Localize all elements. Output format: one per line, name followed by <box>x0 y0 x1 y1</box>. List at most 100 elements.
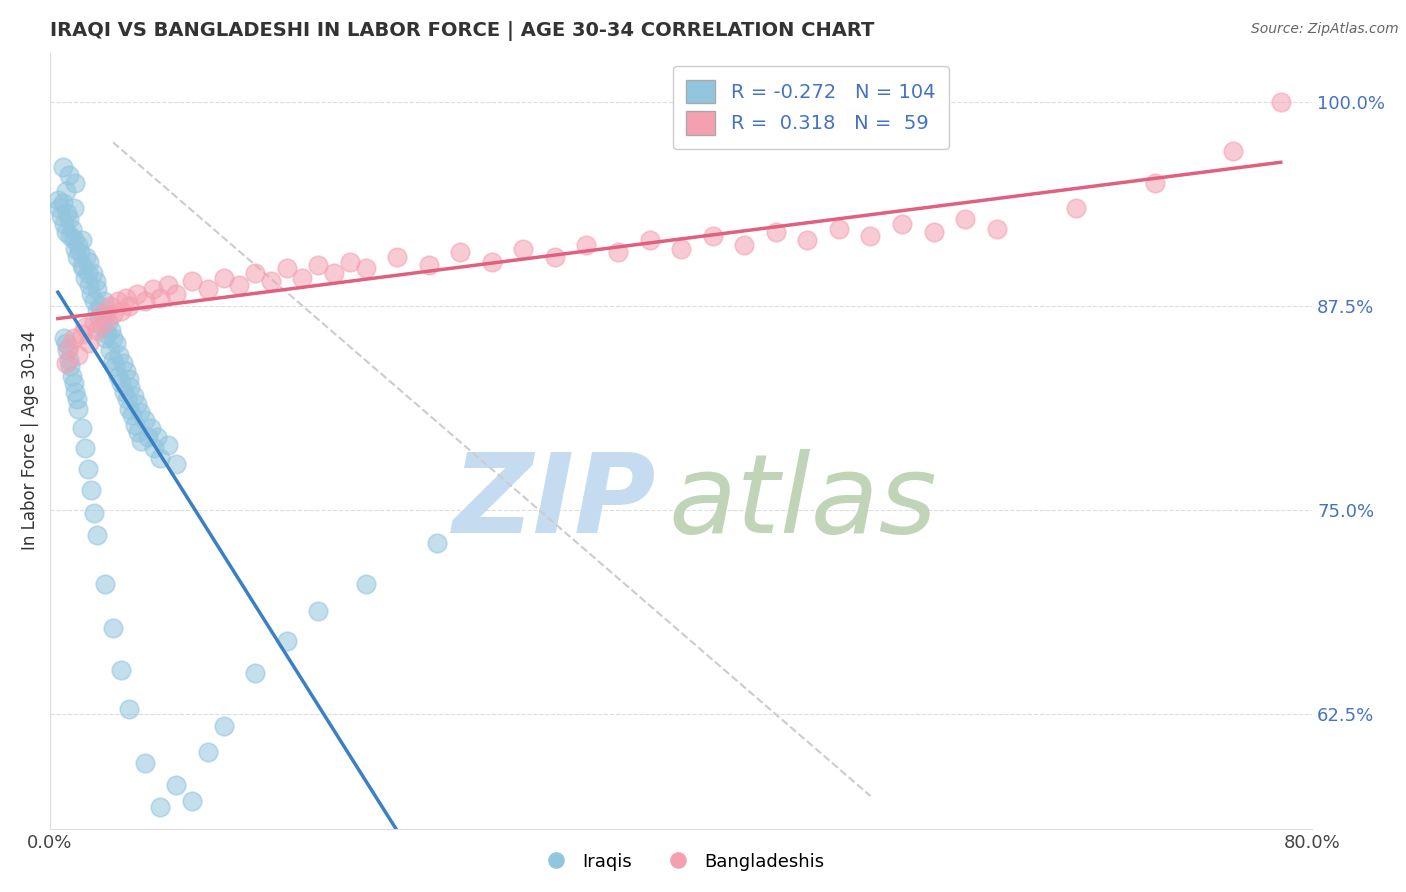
Point <box>859 228 882 243</box>
Point <box>143 441 166 455</box>
Y-axis label: In Labor Force | Age 30-34: In Labor Force | Age 30-34 <box>21 331 39 550</box>
Point <box>70 258 93 272</box>
Point <box>125 287 148 301</box>
Point <box>86 303 108 318</box>
Point <box>124 418 146 433</box>
Point <box>60 222 83 236</box>
Point <box>1064 201 1087 215</box>
Point <box>66 392 89 406</box>
Point <box>891 217 914 231</box>
Point <box>87 310 110 325</box>
Point <box>544 250 567 264</box>
Point <box>94 315 117 329</box>
Point <box>75 250 97 264</box>
Point <box>91 307 114 321</box>
Point <box>425 535 447 549</box>
Point <box>307 258 329 272</box>
Point <box>101 352 124 367</box>
Point <box>110 376 132 390</box>
Point <box>52 195 75 210</box>
Point <box>136 429 159 443</box>
Point <box>59 359 82 374</box>
Point <box>165 287 187 301</box>
Point <box>122 389 145 403</box>
Point <box>181 794 204 808</box>
Text: ZIP: ZIP <box>453 450 655 557</box>
Point <box>100 323 122 337</box>
Point <box>86 282 108 296</box>
Point <box>449 244 471 259</box>
Point <box>112 385 135 400</box>
Point <box>141 282 163 296</box>
Text: IRAQI VS BANGLADESHI IN LABOR FORCE | AGE 30-34 CORRELATION CHART: IRAQI VS BANGLADESHI IN LABOR FORCE | AG… <box>51 21 875 41</box>
Point <box>953 212 976 227</box>
Point <box>86 527 108 541</box>
Point <box>101 307 124 321</box>
Point <box>55 185 77 199</box>
Point <box>104 359 127 374</box>
Point <box>67 401 90 416</box>
Point <box>828 222 851 236</box>
Point <box>146 429 169 443</box>
Point <box>986 222 1008 236</box>
Point <box>922 225 945 239</box>
Point <box>66 250 89 264</box>
Point <box>62 232 84 246</box>
Point <box>70 421 93 435</box>
Point <box>121 409 143 423</box>
Point <box>60 369 83 384</box>
Point <box>63 385 86 400</box>
Point <box>354 576 377 591</box>
Point <box>79 254 101 268</box>
Point <box>58 212 80 227</box>
Point <box>94 576 117 591</box>
Point <box>165 457 187 471</box>
Point <box>107 369 129 384</box>
Point <box>56 343 79 357</box>
Point <box>58 168 80 182</box>
Point <box>86 323 108 337</box>
Point <box>157 438 180 452</box>
Point <box>1222 144 1244 158</box>
Point <box>276 261 298 276</box>
Point <box>67 238 90 252</box>
Text: atlas: atlas <box>668 450 938 557</box>
Point <box>260 274 283 288</box>
Point <box>59 228 82 243</box>
Point <box>197 282 219 296</box>
Point <box>212 719 235 733</box>
Point <box>89 299 111 313</box>
Point <box>98 299 121 313</box>
Point <box>127 425 149 439</box>
Point <box>83 506 105 520</box>
Point <box>765 225 787 239</box>
Point <box>307 604 329 618</box>
Point <box>46 193 69 207</box>
Point <box>276 633 298 648</box>
Point <box>55 356 77 370</box>
Point <box>67 348 90 362</box>
Point <box>107 293 129 308</box>
Point <box>73 441 96 455</box>
Point <box>118 299 141 313</box>
Point <box>418 258 440 272</box>
Point <box>73 320 96 334</box>
Point <box>96 326 118 341</box>
Point <box>323 266 346 280</box>
Point <box>114 364 136 378</box>
Point <box>53 331 76 345</box>
Point <box>131 434 153 449</box>
Point <box>117 392 139 406</box>
Point <box>228 277 250 292</box>
Point <box>80 483 103 498</box>
Point <box>114 291 136 305</box>
Point <box>101 621 124 635</box>
Point <box>339 254 361 268</box>
Point <box>70 326 93 341</box>
Point <box>212 271 235 285</box>
Point <box>82 266 104 280</box>
Point <box>62 376 84 390</box>
Point <box>55 225 77 239</box>
Point <box>79 336 101 351</box>
Point <box>118 401 141 416</box>
